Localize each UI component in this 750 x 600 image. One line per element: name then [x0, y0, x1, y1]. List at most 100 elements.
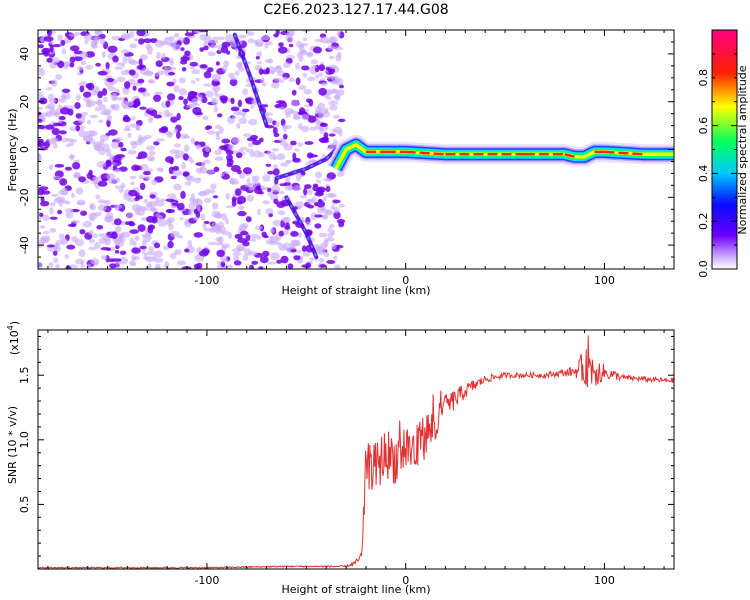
- noise-speckle: [244, 97, 254, 103]
- noise-speckle: [301, 245, 307, 253]
- noise-speckle: [142, 38, 152, 44]
- noise-speckle: [315, 179, 322, 184]
- y-tick-label: 1.0: [18, 431, 31, 449]
- noise-speckle: [265, 163, 272, 167]
- noise-speckle: [180, 190, 186, 199]
- noise-speckle: [225, 34, 234, 42]
- noise-speckle: [186, 104, 195, 108]
- noise-speckle: [279, 183, 287, 187]
- noise-speckle: [88, 238, 96, 244]
- noise-speckle: [236, 122, 241, 129]
- noise-speckle: [95, 194, 101, 200]
- noise-speckle: [261, 231, 268, 238]
- noise-speckle: [188, 208, 193, 216]
- noise-speckle: [99, 110, 110, 116]
- noise-speckle: [318, 232, 328, 238]
- noise-speckle: [179, 217, 184, 221]
- noise-speckle: [338, 118, 346, 123]
- noise-speckle: [61, 137, 69, 143]
- noise-speckle: [233, 260, 242, 266]
- noise-speckle: [132, 241, 137, 247]
- noise-speckle: [95, 62, 101, 67]
- noise-speckle: [225, 205, 235, 209]
- noise-speckle: [169, 149, 179, 154]
- noise-speckle: [298, 123, 303, 130]
- noise-speckle: [111, 141, 120, 149]
- noise-speckle: [320, 206, 327, 212]
- noise-speckle: [101, 143, 110, 152]
- noise-speckle: [328, 143, 337, 150]
- noise-speckle: [231, 136, 241, 144]
- noise-speckle: [310, 212, 317, 221]
- noise-speckle: [105, 159, 112, 166]
- noise-speckle: [149, 194, 156, 199]
- noise-speckle: [238, 67, 245, 72]
- noise-speckle: [240, 223, 249, 229]
- noise-speckle: [230, 97, 235, 105]
- noise-speckle: [97, 180, 108, 187]
- noise-speckle: [168, 72, 176, 76]
- noise-speckle: [293, 110, 299, 118]
- noise-speckle: [128, 189, 138, 197]
- noise-speckle: [251, 260, 259, 265]
- noise-speckle: [322, 213, 327, 220]
- noise-speckle: [302, 72, 307, 78]
- noise-speckle: [176, 131, 181, 140]
- noise-speckle: [276, 153, 286, 160]
- noise-speckle: [315, 74, 319, 79]
- noise-speckle: [200, 213, 206, 221]
- noise-speckle: [325, 186, 331, 192]
- noise-speckle: [298, 85, 307, 91]
- noise-speckle: [132, 85, 137, 91]
- noise-speckle: [272, 168, 280, 176]
- noise-speckle: [292, 157, 301, 163]
- noise-speckle: [271, 81, 280, 89]
- noise-speckle: [199, 64, 208, 69]
- noise-speckle: [244, 183, 253, 188]
- noise-speckle: [310, 59, 318, 65]
- noise-speckle: [158, 168, 164, 173]
- noise-speckle: [283, 143, 293, 151]
- noise-speckle: [137, 224, 146, 232]
- colorbar-tick-label: 0.6: [697, 117, 710, 135]
- noise-speckle: [72, 162, 81, 170]
- noise-speckle: [221, 213, 227, 221]
- noise-speckle: [167, 66, 177, 70]
- noise-speckle: [118, 141, 124, 148]
- noise-speckle: [290, 140, 297, 146]
- noise-speckle: [120, 32, 131, 40]
- noise-speckle: [326, 172, 336, 180]
- noise-speckle: [193, 177, 201, 184]
- noise-speckle: [318, 87, 327, 96]
- noise-speckle: [161, 52, 166, 60]
- noise-speckle: [148, 79, 153, 84]
- noise-speckle: [199, 166, 205, 172]
- snr-multiplier: (x104): [6, 321, 21, 355]
- noise-speckle: [79, 229, 86, 235]
- noise-speckle: [176, 260, 187, 266]
- noise-speckle: [282, 62, 291, 69]
- noise-speckle: [328, 64, 338, 70]
- noise-speckle: [275, 65, 282, 70]
- noise-speckle: [285, 247, 291, 252]
- noise-speckle: [134, 197, 140, 202]
- noise-speckle: [166, 209, 173, 213]
- noise-speckle: [334, 264, 341, 269]
- noise-speckle: [218, 126, 224, 134]
- snr-frame: [37, 329, 675, 570]
- noise-speckle: [205, 90, 214, 98]
- noise-speckle: [227, 264, 233, 269]
- noise-speckle: [304, 184, 312, 190]
- noise-speckle: [207, 51, 216, 57]
- noise-speckle: [76, 72, 83, 76]
- noise-speckle: [42, 230, 50, 235]
- signal-band-peak: [604, 150, 645, 156]
- spectrogram-xlabel: Height of straight line (km): [281, 284, 430, 297]
- noise-speckle: [210, 183, 217, 190]
- noise-speckle: [245, 234, 251, 242]
- noise-speckle: [180, 47, 185, 51]
- noise-speckle: [93, 86, 100, 93]
- spectrogram-axes: -100 0 100 -40 -20 0 20 40: [18, 29, 674, 287]
- noise-speckle: [277, 190, 285, 195]
- noise-speckle: [55, 74, 63, 80]
